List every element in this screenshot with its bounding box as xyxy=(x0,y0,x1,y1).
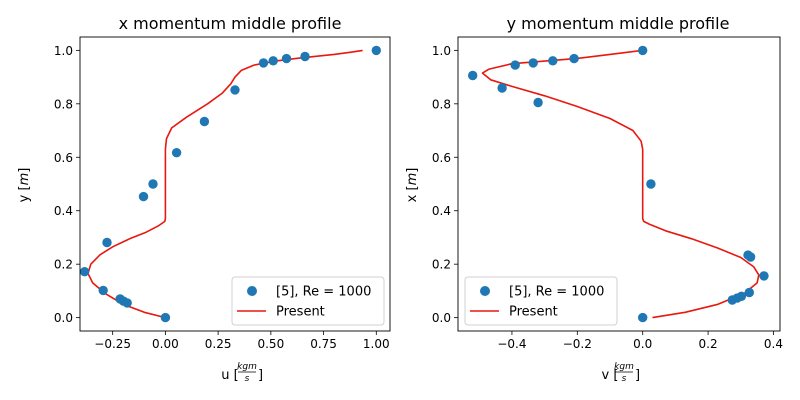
scatter-point xyxy=(371,45,381,56)
x-tick-label: 0.50 xyxy=(257,337,284,351)
x-axis-unit-denominator: s xyxy=(245,374,250,384)
y-tick-label: 0.6 xyxy=(432,151,451,165)
scatter-point xyxy=(171,148,182,158)
y-axis-label-main: x xyxy=(405,194,420,202)
y-axis-label: x [m] xyxy=(405,168,420,203)
scatter-point xyxy=(258,58,269,68)
x-axis-label-main: u xyxy=(221,368,229,383)
scatter-point xyxy=(736,291,747,301)
y-tick-label: 0.8 xyxy=(54,97,73,111)
x-tick-label: 0.2 xyxy=(699,337,718,351)
y-tick-label: 0.0 xyxy=(432,311,451,325)
legend-label-line: Present xyxy=(276,305,325,320)
y-tick-label: 1.0 xyxy=(54,44,73,58)
legend-label-scatter: [5], Re = 1000 xyxy=(276,285,371,300)
x-axis-label-close-bracket: ] xyxy=(258,368,263,383)
x-tick-label: 1.00 xyxy=(363,337,390,351)
scatter-point xyxy=(528,58,538,68)
scatter-point xyxy=(759,271,769,281)
y-tick-label: 0.0 xyxy=(54,311,73,325)
scatter-point xyxy=(533,97,543,108)
x-tick-label: 0.75 xyxy=(310,337,337,351)
x-axis-label-main: v xyxy=(602,368,610,383)
x-tick-label: −0.25 xyxy=(94,337,131,351)
scatter-point xyxy=(160,312,171,323)
y-tick-label: 1.0 xyxy=(432,44,451,58)
scatter-point xyxy=(300,51,310,62)
x-tick-label: −0.2 xyxy=(563,337,592,351)
legend-marker-scatter xyxy=(480,286,490,296)
scatter-point xyxy=(281,53,292,64)
y-tick-label: 0.8 xyxy=(432,97,451,111)
y-axis-label-main: y xyxy=(17,194,32,202)
x-tick-label: −0.4 xyxy=(497,337,526,351)
plot-area: −0.4 −0.2 0.0 0.2 0.4 0.0 0.2 0.4 0.6 0.8 1.0 xyxy=(432,36,783,351)
x-axis-label-close-bracket: ] xyxy=(635,368,640,383)
legend: [5], Re = 1000 Present xyxy=(231,276,385,326)
x-tick-label: 0.25 xyxy=(205,337,232,351)
x-axis-unit-numerator: kgm xyxy=(614,362,634,372)
plot-area: −0.25 0.00 0.25 0.50 0.75 1.00 0.0 0.2 0.4 0.6 0.8… xyxy=(54,36,391,351)
scatter-point xyxy=(102,237,112,248)
scatter-point xyxy=(468,70,478,81)
legend: [5], Re = 1000 Present xyxy=(464,276,618,326)
scatter-point xyxy=(646,179,656,189)
x-axis-unit-denominator: s xyxy=(622,374,627,384)
legend-box xyxy=(231,276,385,326)
scatter-point xyxy=(138,191,149,202)
scatter-point xyxy=(744,287,754,298)
panel-x-momentum: x momentum middle profile −0.25 0.00 0.25 0… xyxy=(17,14,391,384)
scatter-point xyxy=(98,285,108,296)
scatter-point xyxy=(510,60,520,70)
x-axis-unit-fraction: kgm s ] xyxy=(614,362,640,384)
series-line-present xyxy=(481,49,760,319)
scatter-point xyxy=(569,53,579,64)
x-axis-label: v [ xyxy=(602,368,619,383)
scatter-point xyxy=(148,179,158,189)
scatter-point xyxy=(199,116,210,127)
x-axis-label: u [ xyxy=(221,368,238,383)
y-tick-label: 0.2 xyxy=(54,258,73,272)
y-axis-label-unit: m xyxy=(405,173,420,186)
x-tick-label: 0.00 xyxy=(152,337,179,351)
scatter-point xyxy=(115,294,125,304)
legend-label-line: Present xyxy=(509,305,558,320)
y-axis-label-unit: m xyxy=(17,173,32,186)
chart-title: y momentum middle profile xyxy=(507,14,730,33)
scatter-point xyxy=(548,56,558,66)
scatter-point xyxy=(79,267,90,277)
y-tick-label: 0.4 xyxy=(54,204,73,218)
x-axis-unit-fraction: kgm s ] xyxy=(237,362,263,384)
legend-label-scatter: [5], Re = 1000 xyxy=(509,285,604,300)
legend-box xyxy=(464,276,618,326)
scatter-point xyxy=(268,56,278,66)
legend-marker-scatter xyxy=(247,286,257,296)
x-axis-unit-numerator: kgm xyxy=(237,362,257,372)
scatter-point xyxy=(230,85,240,95)
scatter-point xyxy=(497,83,507,93)
scatter-point xyxy=(638,45,648,56)
scatter-point xyxy=(638,312,648,323)
y-tick-label: 0.6 xyxy=(54,151,73,165)
y-axis-label: y [m] xyxy=(17,168,32,203)
panel-y-momentum: y momentum middle profile −0.4 −0.2 0.0 0.2… xyxy=(405,14,783,384)
x-tick-label: 0.4 xyxy=(764,337,783,351)
y-tick-label: 0.4 xyxy=(432,204,451,218)
axes-frame xyxy=(457,36,781,332)
axes-frame xyxy=(79,36,391,332)
scatter-point xyxy=(743,250,753,260)
x-tick-label: 0.0 xyxy=(633,337,652,351)
y-tick-label: 0.2 xyxy=(432,258,451,272)
chart-title: x momentum middle profile xyxy=(119,14,342,33)
